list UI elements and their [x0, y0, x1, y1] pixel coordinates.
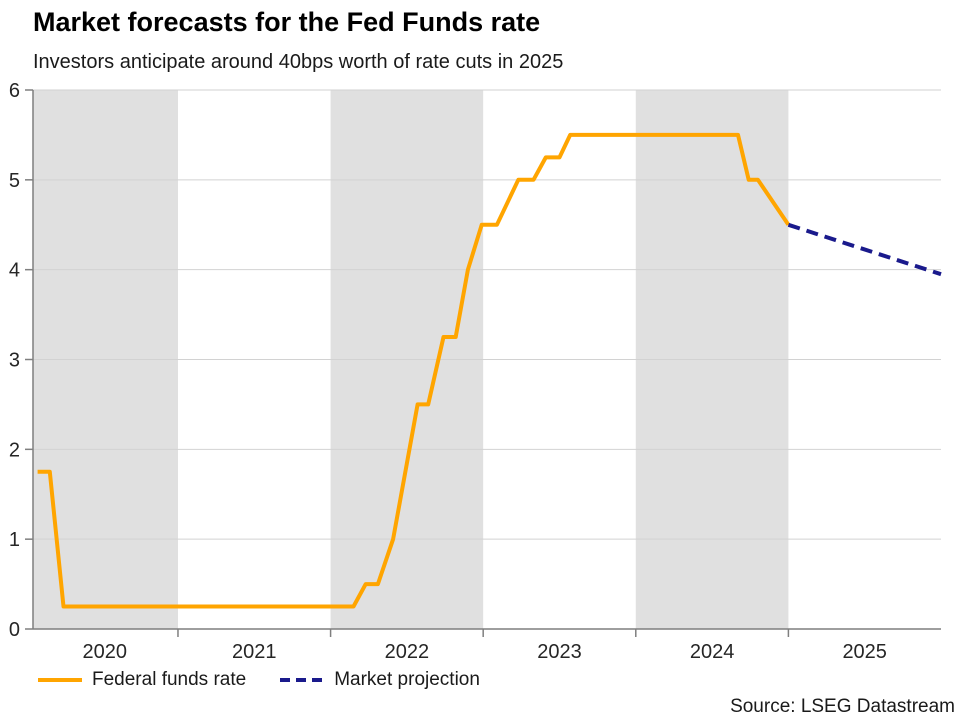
- x-tick-label: 2023: [537, 641, 582, 663]
- legend-item-federal-funds-rate: Federal funds rate: [38, 669, 246, 691]
- y-tick-label: 2: [9, 439, 20, 461]
- x-tick-label: 2020: [82, 641, 127, 663]
- market-projection-line-swatch: [280, 678, 325, 682]
- legend-label: Federal funds rate: [92, 669, 247, 690]
- x-tick-label: 2021: [232, 641, 277, 663]
- legend-item-market-projection: Market projection: [280, 669, 480, 691]
- chart-legend: Federal funds rate Market projection: [38, 669, 480, 691]
- x-tick-label: 2024: [690, 641, 735, 663]
- y-tick-label: 5: [9, 170, 20, 192]
- fed-funds-line: [37, 132, 791, 609]
- y-tick-label: 1: [9, 529, 20, 551]
- legend-label: Market projection: [334, 669, 480, 690]
- federal-funds-line-swatch: [38, 678, 82, 682]
- y-tick-label: 4: [9, 260, 20, 282]
- chart-title: Market forecasts for the Fed Funds rate: [33, 7, 541, 37]
- x-tick-label: 2025: [842, 641, 887, 663]
- projection-line: [787, 222, 942, 277]
- y-tick-label: 6: [9, 80, 20, 102]
- x-tick-label: 2022: [385, 641, 430, 663]
- source-note: Source: LSEG Datastream: [730, 696, 955, 717]
- y-tick-label: 3: [9, 350, 20, 372]
- chart-subtitle: Investors anticipate around 40bps worth …: [33, 51, 564, 73]
- y-tick-label: 0: [9, 619, 20, 641]
